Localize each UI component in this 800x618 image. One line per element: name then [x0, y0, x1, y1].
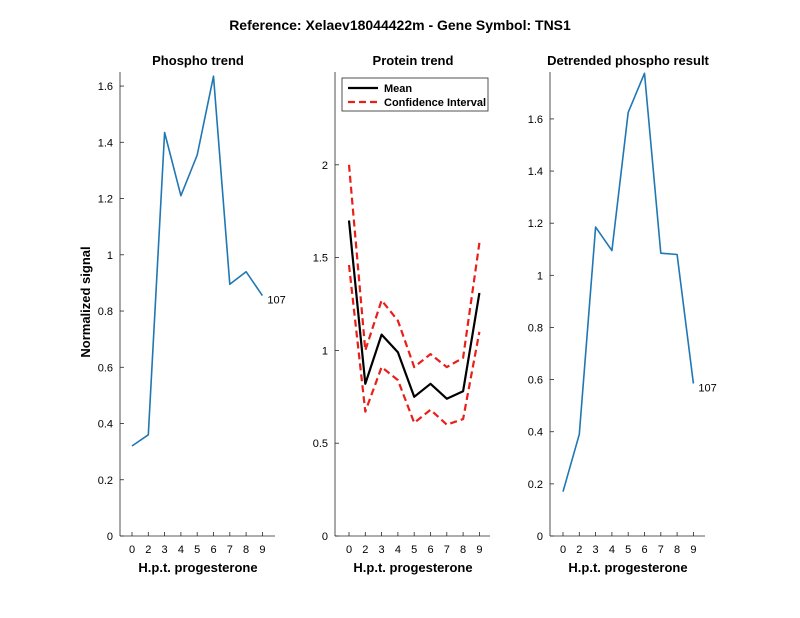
- x-tick-label: 6: [210, 544, 216, 556]
- y-tick-label: 1.4: [528, 166, 543, 178]
- y-tick-label: 0.2: [528, 479, 543, 491]
- series-line: [131, 75, 264, 447]
- x-tick-label: 7: [444, 544, 450, 556]
- y-tick-label: 1.2: [528, 218, 543, 230]
- x-axis-label: H.p.t. progesterone: [568, 560, 687, 575]
- series-line-ci-upper: [347, 164, 481, 369]
- x-tick-label: 8: [460, 544, 466, 556]
- y-tick-label: 1: [322, 345, 328, 357]
- legend: Mean Confidence Interval: [341, 77, 489, 112]
- panel-protein-trend: Protein trend H.p.t. progesterone 0 0.5 1 1…: [313, 53, 490, 575]
- legend-label-ci: Confidence Interval: [384, 97, 486, 109]
- x-tick-label: 2: [362, 544, 368, 556]
- y-tick-label: 0.8: [98, 306, 113, 318]
- series-line-mean: [347, 220, 481, 400]
- x-tick-label: 3: [379, 544, 385, 556]
- x-tick-label: 4: [609, 544, 615, 556]
- x-tick-label: 5: [194, 544, 200, 556]
- x-axis-label: H.p.t. progesterone: [353, 560, 472, 575]
- y-tick-label: 0.4: [98, 419, 113, 431]
- x-tick-label: 3: [162, 544, 168, 556]
- x-tick-label: 8: [674, 544, 680, 556]
- y-tick-label: 1: [107, 250, 113, 262]
- panel-title: Phospho trend: [152, 53, 244, 68]
- y-tick-label: 0.6: [98, 362, 113, 374]
- y-tick-label: 1: [537, 270, 543, 282]
- x-tick-label: 7: [658, 544, 664, 556]
- x-axis-label: H.p.t. progesterone: [138, 560, 257, 575]
- x-tick-label: 2: [145, 544, 151, 556]
- legend-box: [341, 77, 489, 112]
- y-tick-label: 0.5: [313, 438, 328, 450]
- y-tick-label: 0.2: [98, 475, 113, 487]
- y-tick-label: 0.8: [528, 322, 543, 334]
- x-tick-label: 9: [690, 544, 696, 556]
- x-tick-label: 9: [259, 544, 265, 556]
- y-tick-label: 1.6: [98, 81, 113, 93]
- x-tick-label: 8: [243, 544, 249, 556]
- y-tick-label: 0: [537, 531, 543, 543]
- y-tick-label: 1.2: [98, 194, 113, 206]
- x-tick-label: 4: [395, 544, 401, 556]
- x-tick-label: 9: [476, 544, 482, 556]
- x-tick-label: 6: [427, 544, 433, 556]
- y-tick-label: 0: [322, 531, 328, 543]
- x-tick-label: 5: [411, 544, 417, 556]
- y-tick-label: 1.6: [528, 114, 543, 126]
- panel-phospho-trend: Phospho trend H.p.t. progesterone Normal…: [78, 53, 286, 575]
- x-tick-label: 0: [346, 544, 352, 556]
- y-tick-label: 2: [322, 160, 328, 172]
- x-tick-label: 5: [625, 544, 631, 556]
- series-line-ci-lower: [347, 264, 481, 426]
- x-tick-label: 0: [129, 544, 135, 556]
- panel-title: Protein trend: [373, 53, 454, 68]
- series-line: [562, 72, 695, 492]
- y-tick-label: 1.4: [98, 137, 113, 149]
- y-tick-label: 0.6: [528, 375, 543, 387]
- x-tick-label: 4: [178, 544, 184, 556]
- x-tick-label: 6: [641, 544, 647, 556]
- legend-label-mean: Mean: [384, 83, 412, 95]
- x-tick-label: 2: [576, 544, 582, 556]
- end-point-label: 107: [267, 295, 285, 307]
- x-tick-label: 7: [227, 544, 233, 556]
- x-tick-label: 0: [560, 544, 566, 556]
- x-tick-label: 3: [593, 544, 599, 556]
- panel-title: Detrended phospho result: [547, 53, 709, 68]
- y-axis-label: Normalized signal: [78, 246, 93, 357]
- figure-suptitle: Reference: Xelaev18044422m - Gene Symbol…: [229, 17, 571, 33]
- panel-detrended-phospho: Detrended phospho result H.p.t. progeste…: [528, 53, 717, 575]
- y-tick-label: 1.5: [313, 253, 328, 265]
- end-point-label: 107: [698, 383, 716, 395]
- y-tick-label: 0: [107, 531, 113, 543]
- y-tick-label: 0.4: [528, 427, 543, 439]
